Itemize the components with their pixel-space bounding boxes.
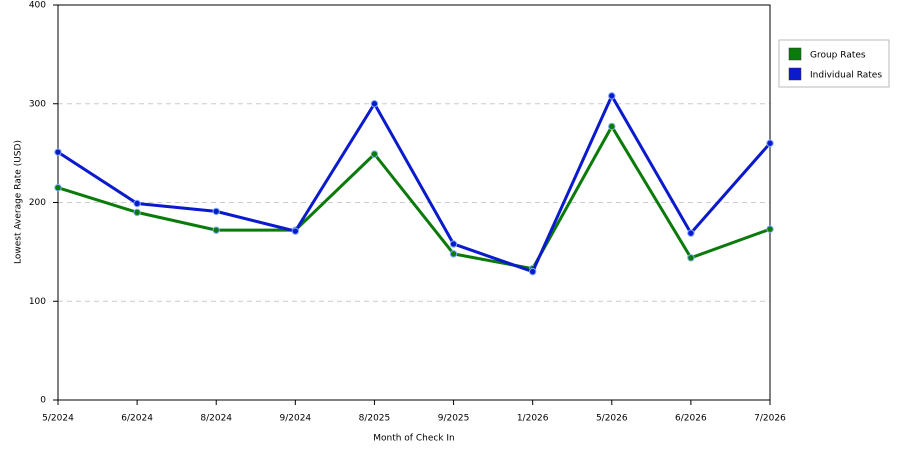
y-tick-label: 200 <box>29 198 46 208</box>
data-point <box>370 150 379 158</box>
y-axis-label: Lowest Average Rate (USD) <box>14 140 24 264</box>
legend-swatch <box>788 47 802 61</box>
data-point <box>449 250 458 258</box>
y-tick-label: 400 <box>29 1 46 11</box>
data-point <box>54 148 62 156</box>
x-tick-label: 5/2026 <box>596 414 628 424</box>
x-axis-label: Month of Check In <box>373 434 455 444</box>
data-point <box>608 92 616 100</box>
data-point <box>133 199 141 208</box>
x-tick-label: 8/2025 <box>359 414 391 424</box>
y-tick-label: 0 <box>40 396 46 406</box>
legend-label: Group Rates <box>810 51 866 61</box>
series-line <box>57 124 771 271</box>
data-point <box>766 139 774 147</box>
legend-label: Individual Rates <box>810 71 882 81</box>
x-tick-label: 8/2024 <box>200 414 232 424</box>
data-point <box>54 183 62 192</box>
plot-frame <box>57 4 771 401</box>
data-point <box>212 226 220 234</box>
data-point <box>687 254 695 262</box>
x-tick-label: 6/2024 <box>121 414 153 424</box>
series-line <box>57 94 772 274</box>
data-point <box>370 100 379 108</box>
x-tick-label: 5/2024 <box>42 414 74 424</box>
data-point <box>528 267 537 276</box>
legend: Group Rates Individual Rates <box>778 39 890 88</box>
legend-swatch <box>788 67 802 81</box>
data-point <box>687 229 695 237</box>
x-tick-label: 9/2024 <box>279 414 311 424</box>
data-point <box>133 208 141 217</box>
x-tick-label: 9/2025 <box>438 414 470 424</box>
data-point <box>212 207 220 216</box>
data-point <box>291 227 300 235</box>
data-point <box>766 225 774 233</box>
x-tick-label: 7/2026 <box>754 414 786 424</box>
x-tick-label: 1/2026 <box>517 414 549 424</box>
y-tick-label: 100 <box>29 297 46 307</box>
data-point <box>608 122 616 131</box>
x-tick-label: 6/2026 <box>675 414 707 424</box>
y-tick-label: 300 <box>29 99 46 109</box>
data-point <box>449 240 458 248</box>
